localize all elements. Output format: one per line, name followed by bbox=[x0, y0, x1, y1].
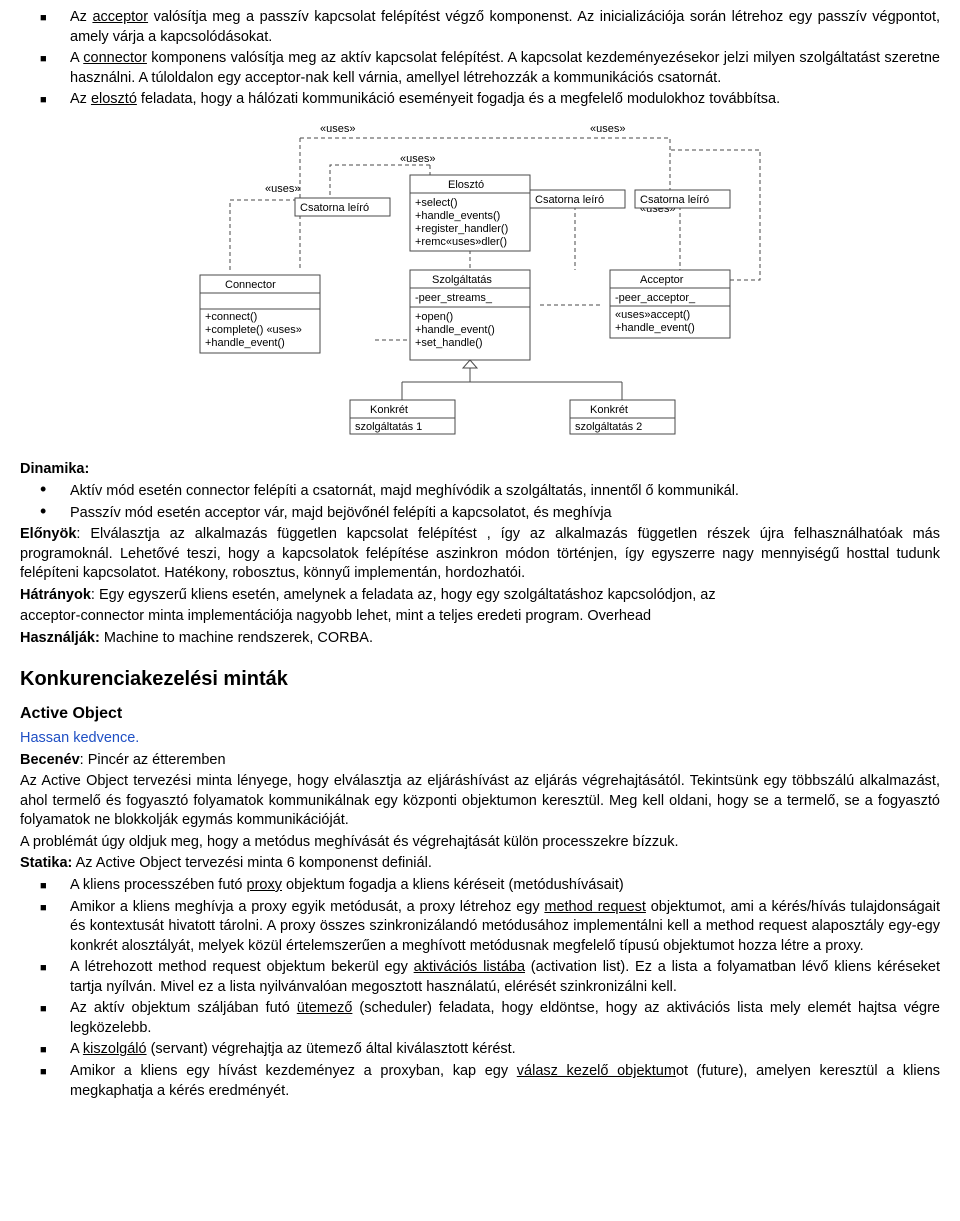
bullet-text: A kiszolgáló (servant) végrehajtja az üt… bbox=[70, 1040, 940, 1060]
box-title: Elosztó bbox=[448, 179, 484, 191]
box-row: +set_handle() bbox=[415, 337, 483, 349]
uml-diagram: «uses» «uses» «uses» «uses» «uses» Csato… bbox=[20, 120, 940, 447]
box-row: -peer_streams_ bbox=[415, 292, 493, 304]
hassan-line: Hassan kedvence. bbox=[20, 729, 940, 749]
box-title: Csatorna leíró bbox=[640, 194, 709, 206]
box-row: +handle_event() bbox=[205, 337, 285, 349]
box-row: +connect() bbox=[205, 311, 257, 323]
bullet-text: A connector komponens valósítja meg az a… bbox=[70, 49, 940, 88]
square-bullet-icon: ■ bbox=[40, 958, 70, 997]
box-row: +register_handler() bbox=[415, 223, 508, 235]
box-row: szolgáltatás 1 bbox=[355, 421, 422, 433]
hatranyok-para2: acceptor-connector minta implementációja… bbox=[20, 607, 940, 627]
bullet-text: Passzív mód esetén acceptor vár, majd be… bbox=[70, 504, 940, 524]
square-bullet-icon: ■ bbox=[40, 1062, 70, 1101]
box-row: +complete() «uses» bbox=[205, 324, 302, 336]
box-title: Acceptor bbox=[640, 274, 684, 286]
becenev-line: Becenév: Pincér az étteremben bbox=[20, 751, 940, 771]
bullet-text: Az elosztó feladata, hogy a hálózati kom… bbox=[70, 90, 940, 110]
section-heading: Konkurenciakezelési minták bbox=[20, 666, 940, 693]
box-row: +handle_event() bbox=[415, 324, 495, 336]
box-title: Konkrét bbox=[370, 404, 408, 416]
box-row: szolgáltatás 2 bbox=[575, 421, 642, 433]
list-item: ■ Az aktív objektum száljában futó üteme… bbox=[40, 999, 940, 1038]
bullet-text: Az acceptor valósítja meg a passzív kapc… bbox=[70, 8, 940, 47]
list-item: ■ A kiszolgáló (servant) végrehajtja az … bbox=[40, 1040, 940, 1060]
ao-bullet-list: ■ A kliens processzében futó proxy objek… bbox=[40, 876, 940, 1101]
dinamika-list: • Aktív mód esetén connector felépíti a … bbox=[40, 482, 940, 523]
bullet-text: Az aktív objektum száljában futó ütemező… bbox=[70, 999, 940, 1038]
dot-bullet-icon: • bbox=[40, 504, 70, 524]
list-item: ■ Az elosztó feladata, hogy a hálózati k… bbox=[40, 90, 940, 110]
box-title: Csatorna leíró bbox=[535, 194, 604, 206]
uses-label: «uses» bbox=[400, 153, 435, 165]
elonyok-para: Előnyök: Elválasztja az alkalmazás függe… bbox=[20, 525, 940, 584]
bullet-text: Aktív mód esetén connector felépíti a cs… bbox=[70, 482, 940, 502]
bullet-text: A kliens processzében futó proxy objektu… bbox=[70, 876, 940, 896]
list-item: • Passzív mód esetén acceptor vár, majd … bbox=[40, 504, 940, 524]
list-item: • Aktív mód esetén connector felépíti a … bbox=[40, 482, 940, 502]
list-item: ■ Amikor a kliens egy hívást kezdeményez… bbox=[40, 1062, 940, 1101]
box-row: «uses»accept() bbox=[615, 309, 690, 321]
box-title: Szolgáltatás bbox=[432, 274, 492, 286]
uses-label: «uses» bbox=[320, 123, 355, 135]
square-bullet-icon: ■ bbox=[40, 898, 70, 957]
box-title: Connector bbox=[225, 279, 276, 291]
hasznaljak-para: Használják: Machine to machine rendszere… bbox=[20, 629, 940, 649]
hatranyok-para: Hátrányok: Egy egyszerű kliens esetén, a… bbox=[20, 586, 940, 606]
box-row: +remc«uses»dler() bbox=[415, 236, 507, 248]
bullet-text: Amikor a kliens egy hívást kezdeményez a… bbox=[70, 1062, 940, 1101]
ao-paragraph: Az Active Object tervezési minta lényege… bbox=[20, 772, 940, 831]
ao-paragraph: A problémát úgy oldjuk meg, hogy a metód… bbox=[20, 833, 940, 853]
list-item: ■ A létrehozott method request objektum … bbox=[40, 958, 940, 997]
list-item: ■ Amikor a kliens meghívja a proxy egyik… bbox=[40, 898, 940, 957]
list-item: ■ A connector komponens valósítja meg az… bbox=[40, 49, 940, 88]
list-item: ■ Az acceptor valósítja meg a passzív ka… bbox=[40, 8, 940, 47]
square-bullet-icon: ■ bbox=[40, 999, 70, 1038]
square-bullet-icon: ■ bbox=[40, 876, 70, 896]
square-bullet-icon: ■ bbox=[40, 49, 70, 88]
subsection-heading: Active Object bbox=[20, 703, 940, 725]
list-item: ■ A kliens processzében futó proxy objek… bbox=[40, 876, 940, 896]
box-row: -peer_acceptor_ bbox=[615, 292, 696, 304]
bullet-text: Amikor a kliens meghívja a proxy egyik m… bbox=[70, 898, 940, 957]
box-row: +handle_event() bbox=[615, 322, 695, 334]
uses-label: «uses» bbox=[590, 123, 625, 135]
box-row: +handle_events() bbox=[415, 210, 500, 222]
bullet-text: A létrehozott method request objektum be… bbox=[70, 958, 940, 997]
box-title: Konkrét bbox=[590, 404, 628, 416]
box-row: +open() bbox=[415, 311, 453, 323]
statika-line: Statika: Az Active Object tervezési mint… bbox=[20, 854, 940, 874]
box-title: Csatorna leíró bbox=[300, 202, 369, 214]
uses-label: «uses» bbox=[265, 183, 300, 195]
square-bullet-icon: ■ bbox=[40, 90, 70, 110]
dinamika-heading: Dinamika: bbox=[20, 460, 940, 480]
top-bullet-list: ■ Az acceptor valósítja meg a passzív ka… bbox=[40, 8, 940, 110]
dot-bullet-icon: • bbox=[40, 482, 70, 502]
square-bullet-icon: ■ bbox=[40, 8, 70, 47]
square-bullet-icon: ■ bbox=[40, 1040, 70, 1060]
box-row: +select() bbox=[415, 197, 458, 209]
